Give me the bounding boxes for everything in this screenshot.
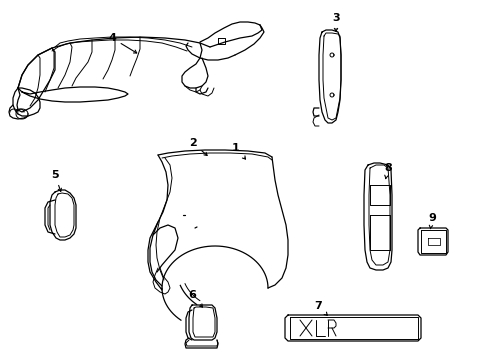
Text: 9: 9 <box>427 213 435 229</box>
Text: 3: 3 <box>331 13 339 31</box>
Text: 5: 5 <box>51 170 61 192</box>
Text: 2: 2 <box>189 138 207 156</box>
Text: 7: 7 <box>313 301 326 315</box>
Text: 4: 4 <box>108 33 137 53</box>
Text: 1: 1 <box>232 143 245 159</box>
Text: 8: 8 <box>384 163 391 179</box>
Text: 6: 6 <box>188 290 202 307</box>
